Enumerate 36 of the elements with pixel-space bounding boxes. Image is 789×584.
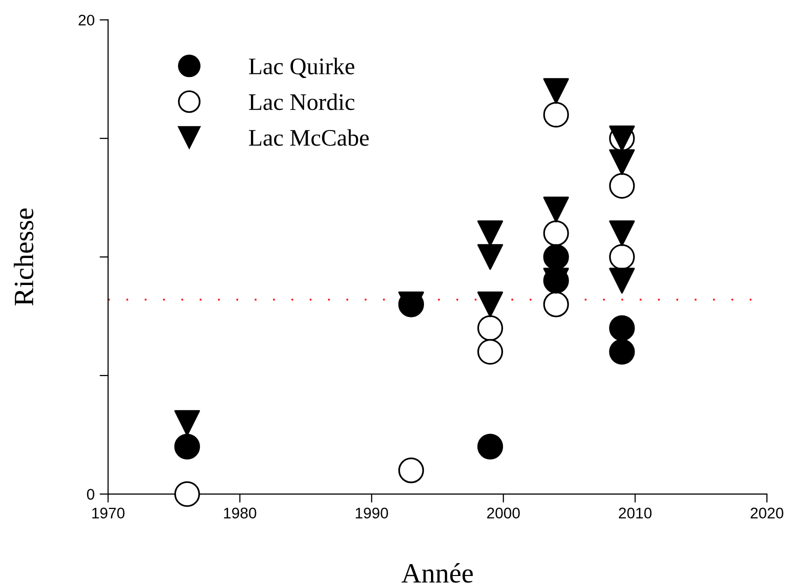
point (543, 292, 569, 318)
point (477, 315, 504, 341)
x-tick-label: 1970 (92, 508, 124, 518)
point (609, 268, 635, 294)
x-axis-title: Année (402, 563, 473, 583)
point (543, 78, 569, 104)
point (543, 102, 569, 128)
x-tick-label: 2010 (618, 508, 652, 518)
point (609, 315, 635, 341)
point (609, 244, 635, 270)
point (398, 457, 424, 484)
x-tick-label: 1990 (356, 508, 388, 518)
point (174, 410, 200, 436)
y-tick-label: 20 (78, 14, 94, 26)
point (543, 196, 569, 222)
point (543, 220, 569, 246)
point (477, 220, 504, 246)
point (174, 481, 200, 507)
point (543, 244, 569, 270)
point (477, 434, 504, 460)
point (609, 220, 635, 246)
point (609, 172, 635, 199)
y-axis-title: Richesse (14, 208, 34, 306)
point (609, 149, 635, 175)
legend-label: Lac McCabe (248, 129, 369, 146)
point (477, 244, 504, 270)
point (609, 338, 635, 365)
y-tick-label: 0 (87, 488, 94, 500)
x-tick-label: 2020 (750, 508, 784, 518)
x-tick-label: 2000 (487, 508, 520, 518)
point (477, 292, 504, 318)
point (174, 434, 200, 460)
legend-label: Lac Nordic (248, 94, 354, 110)
point (477, 338, 504, 365)
x-tick-label: 1980 (224, 508, 256, 518)
legend-label: Lac Quirke (248, 58, 354, 78)
